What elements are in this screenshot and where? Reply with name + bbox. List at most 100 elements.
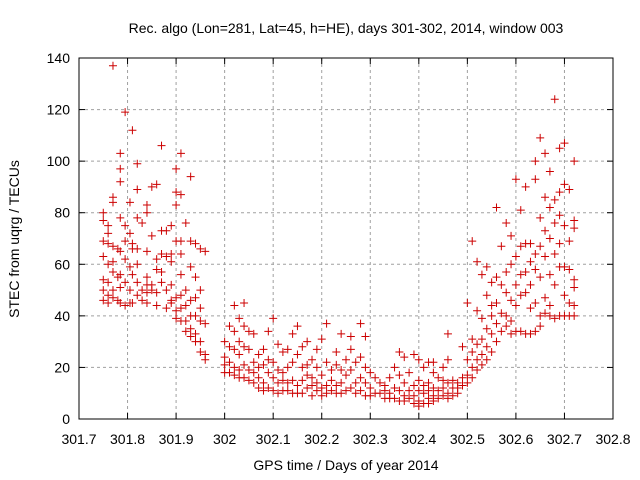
data-point	[230, 301, 239, 310]
x-axis-label: GPS time / Days of year 2014	[253, 457, 438, 473]
data-point	[482, 355, 491, 364]
data-point	[269, 314, 278, 323]
data-point	[317, 391, 326, 400]
data-point	[443, 378, 452, 387]
data-point	[108, 268, 117, 277]
data-point	[298, 342, 307, 351]
data-point	[264, 355, 273, 364]
data-point	[473, 306, 482, 315]
data-point	[560, 180, 569, 189]
data-point	[516, 206, 525, 215]
data-point	[108, 286, 117, 295]
data-point	[531, 157, 540, 166]
data-point	[526, 257, 535, 266]
data-point	[414, 386, 423, 395]
data-point	[317, 384, 326, 393]
data-point	[167, 221, 176, 230]
data-point	[507, 231, 516, 240]
data-point	[531, 175, 540, 184]
data-point	[283, 363, 292, 372]
data-point	[560, 291, 569, 300]
data-point	[526, 239, 535, 248]
data-point	[269, 373, 278, 382]
data-point	[531, 265, 540, 274]
data-point	[361, 332, 370, 341]
data-point	[526, 304, 535, 313]
data-point	[468, 335, 477, 344]
data-point	[303, 371, 312, 380]
data-point	[521, 288, 530, 297]
data-point	[288, 376, 297, 385]
data-point	[259, 386, 268, 395]
data-point	[152, 288, 161, 297]
data-point	[308, 381, 317, 390]
data-point	[511, 301, 520, 310]
data-point	[516, 242, 525, 251]
data-point	[298, 376, 307, 385]
data-point	[138, 219, 147, 228]
data-point	[152, 301, 161, 310]
data-point	[235, 337, 244, 346]
data-point	[322, 358, 331, 367]
x-tick-label: 301.8	[110, 431, 145, 447]
data-point	[390, 384, 399, 393]
data-point	[487, 278, 496, 287]
data-point	[254, 363, 263, 372]
data-point	[235, 366, 244, 375]
data-point	[570, 283, 579, 292]
data-point	[181, 327, 190, 336]
data-point	[186, 296, 195, 305]
data-point	[274, 378, 283, 387]
data-point	[536, 311, 545, 320]
data-point	[337, 329, 346, 338]
data-point	[176, 249, 185, 258]
x-tick-label: 302.6	[498, 431, 533, 447]
data-point	[225, 342, 234, 351]
data-point	[366, 368, 375, 377]
data-point	[264, 368, 273, 377]
data-point	[259, 360, 268, 369]
data-point	[555, 239, 564, 248]
data-point	[332, 347, 341, 356]
y-tick-label: 40	[54, 308, 70, 324]
data-point	[473, 366, 482, 375]
data-point	[99, 252, 108, 261]
data-point	[244, 366, 253, 375]
data-point	[308, 391, 317, 400]
data-point	[507, 296, 516, 305]
data-point	[121, 255, 130, 264]
data-point	[108, 198, 117, 207]
data-point	[322, 319, 331, 328]
data-point	[356, 353, 365, 362]
data-point	[342, 371, 350, 380]
data-point	[147, 231, 156, 240]
data-point	[116, 149, 125, 158]
data-point	[125, 262, 134, 271]
data-point	[240, 322, 249, 331]
data-point	[312, 363, 321, 372]
data-point	[104, 291, 113, 300]
data-point	[274, 366, 283, 375]
data-point	[477, 335, 486, 344]
data-point	[434, 386, 443, 395]
data-point	[230, 371, 239, 380]
data-point	[99, 275, 108, 284]
x-tick-label: 302.5	[450, 431, 485, 447]
data-point	[322, 381, 331, 390]
data-point	[448, 376, 457, 385]
data-point	[482, 291, 491, 300]
data-point	[560, 262, 569, 271]
data-point	[521, 268, 530, 277]
data-point	[167, 280, 176, 289]
x-tick-label: 302.4	[401, 431, 436, 447]
data-point	[308, 355, 317, 364]
data-point	[366, 384, 375, 393]
data-point	[230, 327, 239, 336]
data-point	[342, 355, 350, 364]
data-point	[550, 280, 559, 289]
data-point	[468, 373, 477, 382]
data-point	[278, 376, 287, 385]
data-point	[293, 322, 302, 331]
data-point	[142, 208, 151, 217]
data-point	[172, 306, 181, 315]
